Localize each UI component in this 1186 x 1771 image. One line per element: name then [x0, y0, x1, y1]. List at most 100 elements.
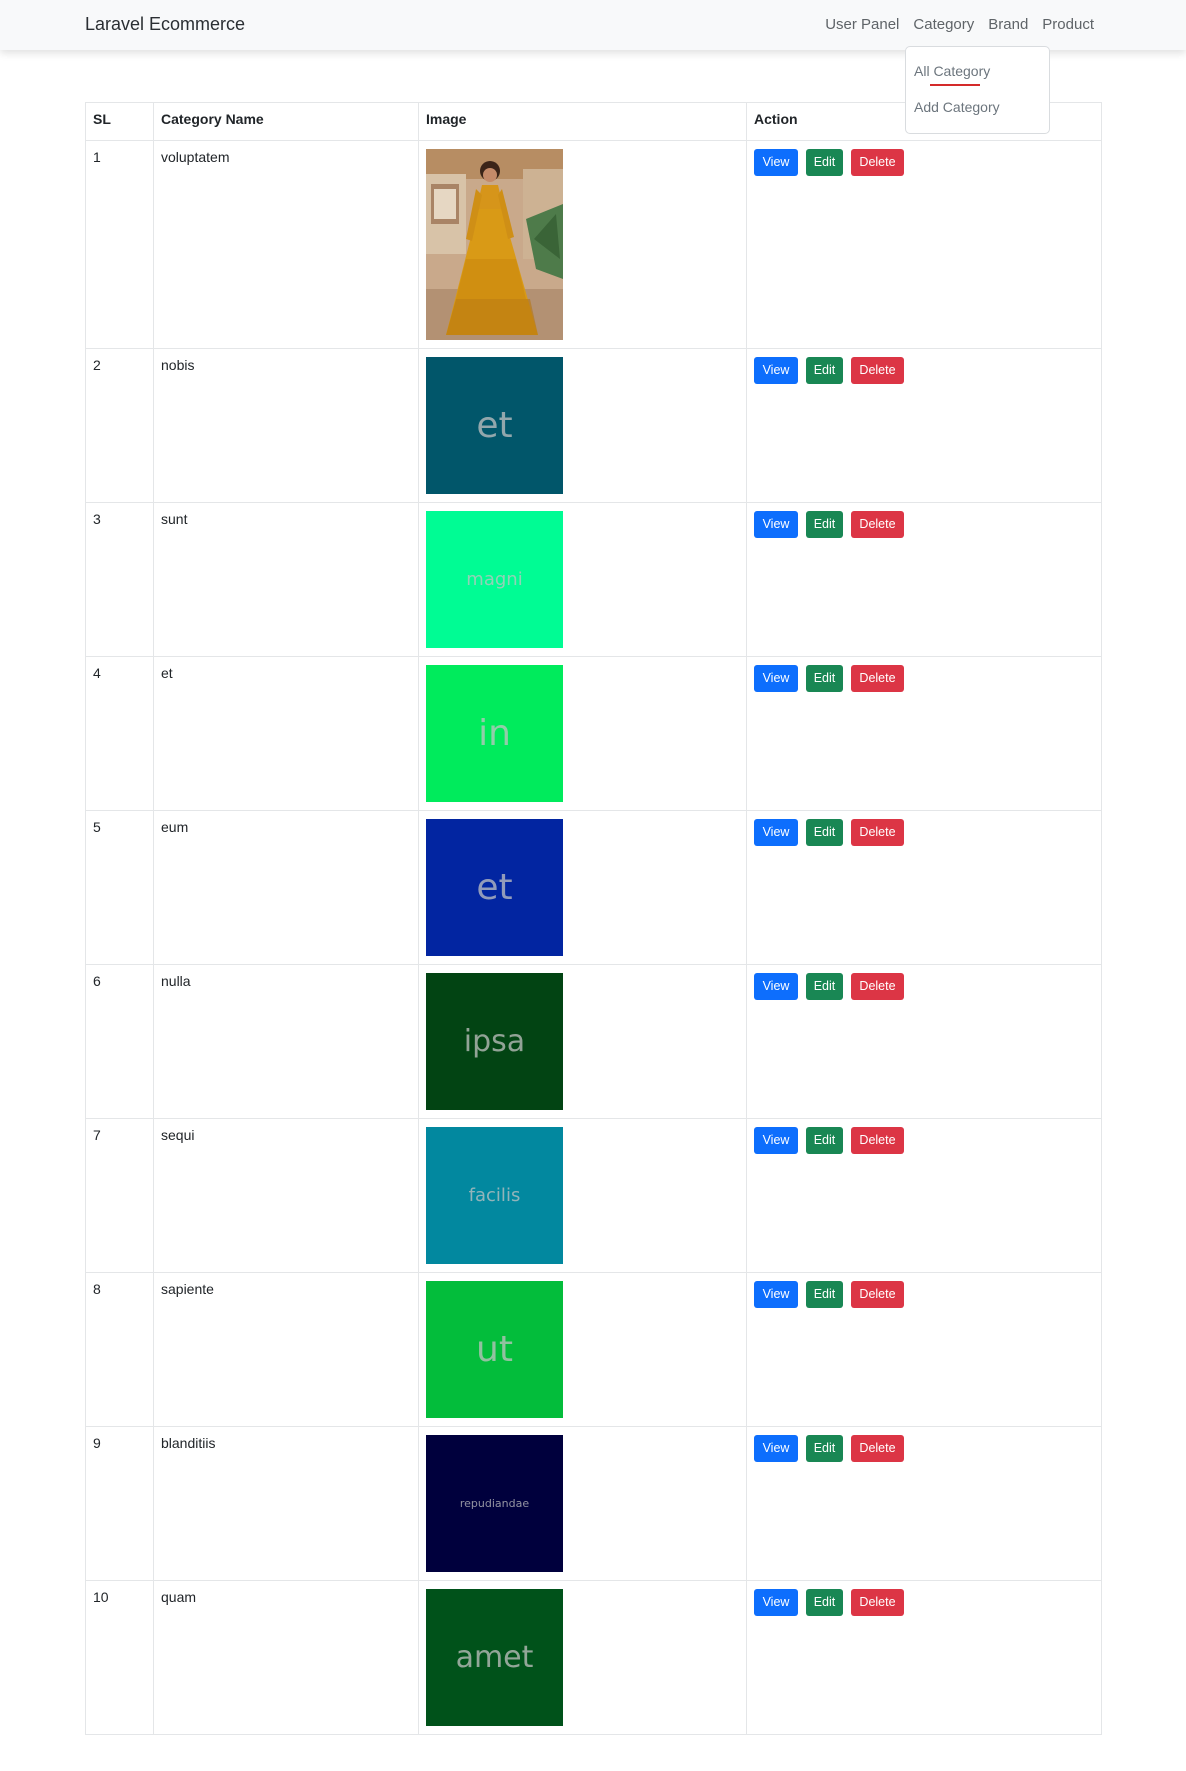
category-image: facilis	[426, 1127, 563, 1264]
category-image: ut	[426, 1281, 563, 1418]
row-actions: View Edit Delete	[754, 1127, 1094, 1154]
category-photo-image	[426, 149, 563, 340]
edit-button[interactable]: Edit	[806, 1281, 843, 1308]
delete-button[interactable]: Delete	[851, 357, 904, 384]
view-button[interactable]: View	[754, 973, 798, 1000]
table-row: 3 sunt magni View Edit Delete	[85, 502, 1102, 657]
navbar-brand[interactable]: Laravel Ecommerce	[85, 14, 246, 34]
cell-actions: View Edit Delete	[746, 964, 1102, 1119]
cell-image: repudiandae	[418, 1426, 747, 1581]
cell-image	[418, 140, 747, 349]
edit-button[interactable]: Edit	[806, 511, 843, 538]
cell-image: in	[418, 656, 747, 811]
table-row: 7 sequi facilis View Edit Delete	[85, 1118, 1102, 1273]
cell-image: ut	[418, 1272, 747, 1427]
cell-category-name: quam	[153, 1580, 419, 1735]
dropdown-item-add-category[interactable]: Add Category	[914, 99, 1000, 115]
cell-sl: 3	[85, 502, 154, 657]
nav-link-category[interactable]: Category	[913, 16, 975, 33]
category-image: magni	[426, 511, 563, 648]
edit-button[interactable]: Edit	[806, 973, 843, 1000]
header-image: Image	[418, 102, 747, 141]
table-row: 10 quam amet View Edit Delete	[85, 1580, 1102, 1735]
row-actions: View Edit Delete	[754, 149, 1094, 176]
delete-button[interactable]: Delete	[851, 149, 904, 176]
cell-category-name: sunt	[153, 502, 419, 657]
view-button[interactable]: View	[754, 357, 798, 384]
nav-link-brand[interactable]: Brand	[988, 16, 1029, 33]
category-image-text: in	[478, 713, 511, 754]
header-category-name: Category Name	[153, 102, 419, 141]
row-actions: View Edit Delete	[754, 511, 1094, 538]
delete-button[interactable]: Delete	[851, 665, 904, 692]
cell-image: amet	[418, 1580, 747, 1735]
header-sl: SL	[85, 102, 154, 141]
cell-actions: View Edit Delete	[746, 502, 1102, 657]
row-actions: View Edit Delete	[754, 1435, 1094, 1462]
cell-category-name: sequi	[153, 1118, 419, 1273]
cell-sl: 6	[85, 964, 154, 1119]
edit-button[interactable]: Edit	[806, 1589, 843, 1616]
row-actions: View Edit Delete	[754, 665, 1094, 692]
dropdown-item-all-category[interactable]: All Category	[914, 63, 991, 79]
edit-button[interactable]: Edit	[806, 357, 843, 384]
cell-category-name: et	[153, 656, 419, 811]
edit-button[interactable]: Edit	[806, 665, 843, 692]
view-button[interactable]: View	[754, 149, 798, 176]
view-button[interactable]: View	[754, 819, 798, 846]
category-dropdown-menu: All Category Add Category	[905, 46, 1050, 134]
cell-sl: 9	[85, 1426, 154, 1581]
table-row: 4 et in View Edit Delete	[85, 656, 1102, 811]
active-item-underline	[930, 84, 980, 86]
cell-actions: View Edit Delete	[746, 656, 1102, 811]
cell-category-name: voluptatem	[153, 140, 419, 349]
delete-button[interactable]: Delete	[851, 1127, 904, 1154]
row-actions: View Edit Delete	[754, 973, 1094, 1000]
cell-image: et	[418, 348, 747, 503]
cell-image: ipsa	[418, 964, 747, 1119]
cell-actions: View Edit Delete	[746, 1426, 1102, 1581]
navbar: Laravel Ecommerce User Panel Category Br…	[0, 0, 1186, 50]
category-table: SL Category Name Image Action 1 voluptate…	[85, 102, 1102, 1735]
cell-actions: View Edit Delete	[746, 810, 1102, 965]
category-image: amet	[426, 1589, 563, 1726]
nav-link-product[interactable]: Product	[1042, 16, 1094, 33]
category-image-text: et	[476, 405, 513, 446]
view-button[interactable]: View	[754, 1127, 798, 1154]
cell-image: facilis	[418, 1118, 747, 1273]
table-row: 9 blanditiis repudiandae View Edit Delete	[85, 1426, 1102, 1581]
cell-category-name: nulla	[153, 964, 419, 1119]
cell-category-name: blanditiis	[153, 1426, 419, 1581]
table-row: 1 voluptatem View Edit Delete	[85, 140, 1102, 349]
category-image-text: ipsa	[463, 1024, 526, 1059]
cell-sl: 1	[85, 140, 154, 349]
view-button[interactable]: View	[754, 511, 798, 538]
category-image-text: repudiandae	[459, 1497, 530, 1510]
cell-category-name: eum	[153, 810, 419, 965]
cell-sl: 7	[85, 1118, 154, 1273]
delete-button[interactable]: Delete	[851, 511, 904, 538]
edit-button[interactable]: Edit	[806, 149, 843, 176]
category-image-text: ut	[476, 1329, 513, 1370]
edit-button[interactable]: Edit	[806, 1127, 843, 1154]
cell-category-name: sapiente	[153, 1272, 419, 1427]
delete-button[interactable]: Delete	[851, 973, 904, 1000]
category-image-text: magni	[466, 569, 523, 590]
view-button[interactable]: View	[754, 1589, 798, 1616]
edit-button[interactable]: Edit	[806, 1435, 843, 1462]
delete-button[interactable]: Delete	[851, 1435, 904, 1462]
cell-actions: View Edit Delete	[746, 1580, 1102, 1735]
view-button[interactable]: View	[754, 665, 798, 692]
view-button[interactable]: View	[754, 1435, 798, 1462]
category-image: in	[426, 665, 563, 802]
category-image: et	[426, 357, 563, 494]
view-button[interactable]: View	[754, 1281, 798, 1308]
delete-button[interactable]: Delete	[851, 1281, 904, 1308]
nav-link-user-panel[interactable]: User Panel	[825, 16, 900, 33]
edit-button[interactable]: Edit	[806, 819, 843, 846]
cell-category-name: nobis	[153, 348, 419, 503]
category-image-text: et	[476, 867, 513, 908]
row-actions: View Edit Delete	[754, 1281, 1094, 1308]
delete-button[interactable]: Delete	[851, 819, 904, 846]
delete-button[interactable]: Delete	[851, 1589, 904, 1616]
